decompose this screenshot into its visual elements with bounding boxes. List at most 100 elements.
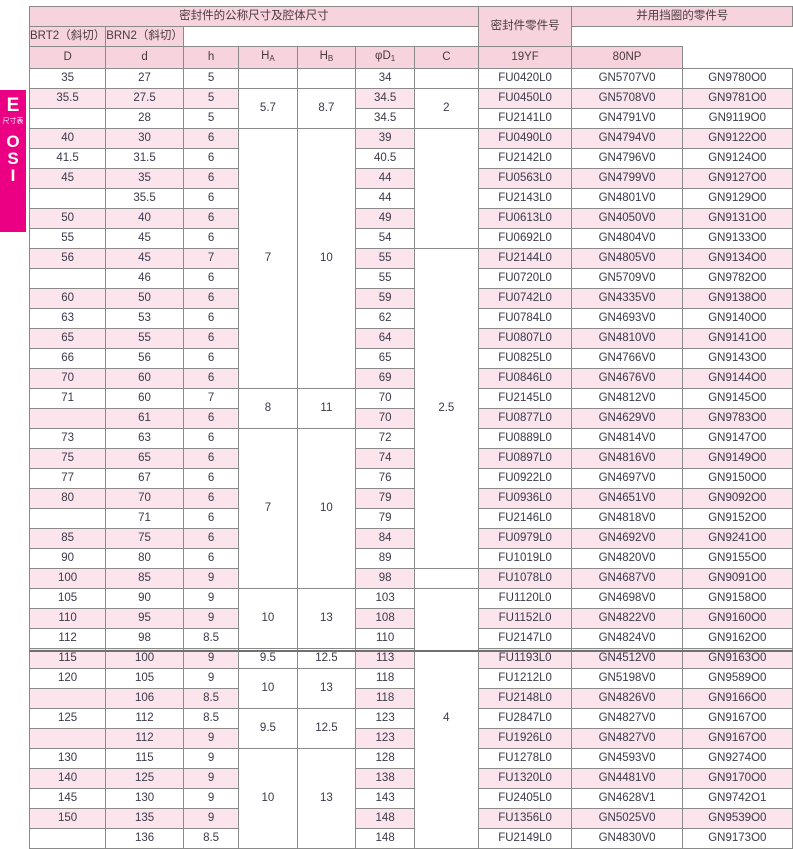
side-index-tab[interactable]: E 尺寸表 O S I — [0, 90, 26, 232]
cell-d: 61 — [105, 408, 184, 429]
cell-h: 9 — [182, 568, 240, 589]
cell-d: 71 — [105, 508, 184, 529]
table-row: 80 70 6 79 FU0936L0 GN4651V0 GN9092O0 — [28, 488, 793, 509]
cell-h: 8.5 — [182, 828, 240, 849]
cell-part-number: FU0613L0 — [477, 208, 573, 229]
cell-phiD1: 103 — [355, 588, 415, 609]
cell-brn2-part: GN9589O0 — [681, 668, 793, 689]
side-tab-letter: E — [6, 95, 20, 116]
cell-phiD1: 55 — [355, 248, 415, 269]
table-row: 85 75 6 84 FU0979L0 GN4692V0 GN9241O0 — [28, 528, 793, 549]
cell-brn2-part: GN9149O0 — [681, 448, 793, 469]
cell-brt2-part: GN4824V0 — [571, 628, 683, 649]
cell-d: 56 — [105, 348, 184, 369]
cell-brt2-part: GN5709V0 — [571, 268, 683, 289]
cell-brt2-part: GN5198V0 — [571, 668, 683, 689]
header-col-HA: HA — [238, 46, 298, 69]
cell-D: 112 — [28, 628, 107, 649]
cell-brt2-part: GN4801V0 — [571, 188, 683, 209]
cell-part-number: FU2405L0 — [477, 788, 573, 809]
header-group-dimensions: 密封件的公称尺寸及腔体尺寸 — [29, 6, 479, 27]
cell-phiD1: 34 — [355, 68, 415, 89]
cell-brt2-part: GN4676V0 — [571, 368, 683, 389]
cell-D: 145 — [28, 788, 107, 809]
table-row: 60 50 6 59 FU0742L0 GN4335V0 GN9138O0 — [28, 288, 793, 309]
table-bottom-rule — [29, 650, 793, 652]
cell-brn2-part: GN9138O0 — [681, 288, 793, 309]
cell-HB: 12.5 — [296, 708, 357, 749]
cell-phiD1: 138 — [355, 768, 415, 789]
cell-phiD1: 44 — [355, 168, 415, 189]
cell-part-number: FU0784L0 — [477, 308, 573, 329]
cell-brn2-part: GN9140O0 — [681, 308, 793, 329]
table-row: 73 63 6 7 10 72 FU0889L0 GN4814V0 GN9147O0 — [28, 428, 793, 589]
cell-phiD1: 34.5 — [355, 108, 415, 129]
cell-brn2-part: GN9539O0 — [681, 808, 793, 829]
header-col-h: h — [182, 46, 240, 69]
cell-phiD1: 54 — [355, 228, 415, 249]
cell-d: 70 — [105, 488, 184, 509]
cell-phiD1: 76 — [355, 468, 415, 489]
cell-brt2-part: GN4651V0 — [571, 488, 683, 509]
header-group-backup-ring: 并用挡圈的零件号 — [571, 6, 793, 27]
cell-phiD1: 74 — [355, 448, 415, 469]
cell-d: 67 — [105, 468, 184, 489]
cell-d: 27.5 — [105, 88, 184, 109]
cell-h: 6 — [182, 288, 240, 309]
cell-part-number: FU1019L0 — [477, 548, 573, 569]
cell-d: 90 — [105, 588, 184, 609]
cell-D: 105 — [28, 588, 107, 609]
table-row: 56 45 7 55 2.5 FU2144L0 GN4805V0 GN9134O0 — [28, 248, 793, 569]
cell-part-number: FU0692L0 — [477, 228, 573, 249]
cell-D: 65 — [28, 328, 107, 349]
cell-phiD1: 84 — [355, 528, 415, 549]
cell-h: 6 — [182, 228, 240, 249]
cell-D — [28, 828, 107, 849]
cell-D: 80 — [28, 488, 107, 509]
cell-brt2-part: GN4812V0 — [571, 388, 683, 409]
cell-C — [414, 68, 479, 89]
cell-h: 6 — [182, 148, 240, 169]
table-row: 75 65 6 74 FU0897L0 GN4816V0 GN9149O0 — [28, 448, 793, 469]
table-row: 61 6 70 FU0877L0 GN4629V0 GN9783O0 — [28, 408, 793, 429]
table-row: 66 56 6 65 FU0825L0 GN4766V0 GN9143O0 — [28, 348, 793, 369]
cell-d: 35 — [105, 168, 184, 189]
table-row: 71 6 79 FU2146L0 GN4818V0 GN9152O0 — [28, 508, 793, 529]
cell-HA: 7 — [238, 128, 298, 389]
cell-d: 135 — [105, 808, 184, 829]
cell-h: 9 — [182, 768, 240, 789]
table-head: 密封件的公称尺寸及腔体尺寸 密封件零件号 并用挡圈的零件号 BRT2（斜切） B… — [28, 6, 793, 69]
side-tab-osi-2: I — [10, 166, 16, 185]
cell-brt2-part: GN4481V0 — [571, 768, 683, 789]
cell-part-number: FU2149L0 — [477, 828, 573, 849]
table-body: 35 27 5 34 FU0420L0 GN5707V0 GN9780O0 35.5 27.5 5… — [28, 68, 793, 849]
cell-d: 115 — [105, 748, 184, 769]
cell-C: 4 — [414, 588, 479, 849]
cell-D: 77 — [28, 468, 107, 489]
cell-d: 63 — [105, 428, 184, 449]
cell-h: 9 — [182, 748, 240, 769]
table-row: 63 53 6 62 FU0784L0 GN4693V0 GN9140O0 — [28, 308, 793, 329]
cell-brn2-part: GN9167O0 — [681, 728, 793, 749]
cell-h: 7 — [182, 388, 240, 409]
cell-brn2-part: GN9152O0 — [681, 508, 793, 529]
cell-phiD1: 44 — [355, 188, 415, 209]
cell-HB: 13 — [296, 748, 357, 849]
cell-part-number: FU1356L0 — [477, 808, 573, 829]
cell-phiD1: 49 — [355, 208, 415, 229]
table-row: 55 45 6 54 FU0692L0 GN4804V0 GN9133O0 — [28, 228, 793, 249]
cell-D — [28, 508, 107, 529]
cell-brt2-part: GN4050V0 — [571, 208, 683, 229]
cell-phiD1: 98 — [355, 568, 415, 589]
cell-brn2-part: GN9781O0 — [681, 88, 793, 109]
table-row: 112 9 123 FU1926L0 GN4827V0 GN9167O0 — [28, 728, 793, 749]
cell-h: 8.5 — [182, 628, 240, 649]
table-row: 35 27 5 34 FU0420L0 GN5707V0 GN9780O0 — [28, 68, 793, 89]
cell-D: 125 — [28, 708, 107, 729]
cell-part-number: FU0922L0 — [477, 468, 573, 489]
table-row: 50 40 6 49 FU0613L0 GN4050V0 GN9131O0 — [28, 208, 793, 229]
cell-part-number: FU1320L0 — [477, 768, 573, 789]
cell-d: 31.5 — [105, 148, 184, 169]
table-row: 145 130 9 143 FU2405L0 GN4628V1 GN9742O1 — [28, 788, 793, 809]
cell-h: 6 — [182, 488, 240, 509]
